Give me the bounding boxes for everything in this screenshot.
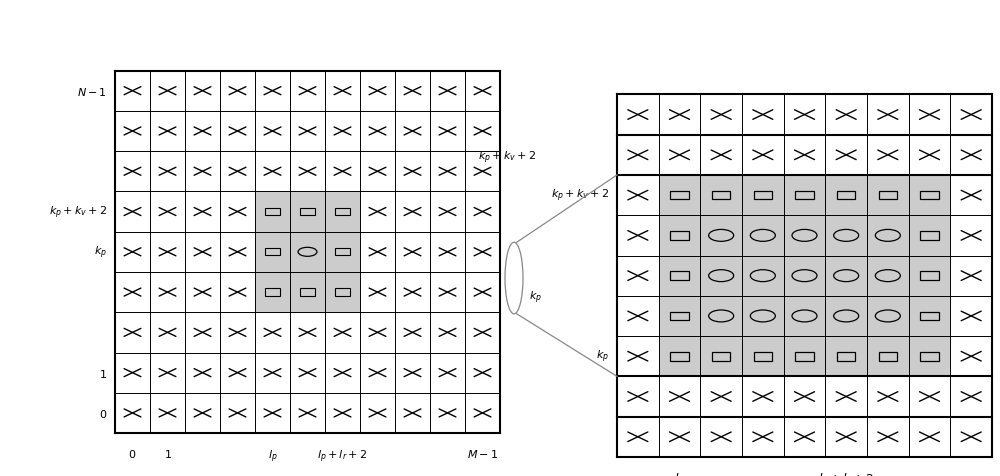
Bar: [265, 208, 280, 216]
Bar: [325, 192, 360, 232]
Bar: [795, 352, 814, 361]
Bar: [784, 216, 825, 256]
Bar: [659, 216, 700, 256]
Bar: [825, 296, 867, 337]
Bar: [300, 208, 315, 216]
Text: $0$: $0$: [99, 407, 107, 419]
Bar: [742, 216, 784, 256]
Text: $l_p$: $l_p$: [674, 471, 685, 476]
Bar: [837, 191, 855, 200]
Bar: [659, 256, 700, 296]
Bar: [335, 289, 350, 296]
Bar: [795, 191, 814, 200]
Bar: [700, 337, 742, 377]
Text: $M-1$: $M-1$: [467, 447, 498, 459]
Text: $0$: $0$: [128, 447, 137, 459]
Text: $1$: $1$: [99, 367, 107, 379]
Text: $l_p$: $l_p$: [268, 447, 277, 464]
Bar: [825, 337, 867, 377]
Bar: [909, 296, 950, 337]
Text: $k_p$: $k_p$: [596, 348, 609, 365]
Text: $l_p+l_r+2$: $l_p+l_r+2$: [818, 471, 874, 476]
Bar: [754, 191, 772, 200]
Text: $k_p+k_v+2$: $k_p+k_v+2$: [478, 150, 536, 166]
Bar: [784, 337, 825, 377]
Bar: [712, 191, 730, 200]
Bar: [920, 191, 939, 200]
Bar: [300, 289, 315, 296]
Bar: [325, 272, 360, 313]
Bar: [335, 248, 350, 256]
Text: $k_p$: $k_p$: [529, 289, 542, 306]
Bar: [335, 208, 350, 216]
Bar: [909, 176, 950, 216]
Bar: [290, 272, 325, 313]
Bar: [700, 256, 742, 296]
Bar: [837, 352, 855, 361]
Bar: [265, 289, 280, 296]
Bar: [867, 216, 909, 256]
Bar: [255, 192, 290, 232]
Bar: [920, 352, 939, 361]
Bar: [265, 248, 280, 256]
Bar: [290, 192, 325, 232]
Bar: [867, 256, 909, 296]
Bar: [712, 352, 730, 361]
Bar: [700, 216, 742, 256]
Bar: [742, 256, 784, 296]
Bar: [920, 312, 939, 321]
Bar: [825, 216, 867, 256]
Bar: [659, 337, 700, 377]
Bar: [825, 176, 867, 216]
Bar: [784, 296, 825, 337]
Bar: [659, 296, 700, 337]
Bar: [754, 352, 772, 361]
Bar: [784, 176, 825, 216]
Text: $N-1$: $N-1$: [77, 86, 107, 98]
Bar: [909, 216, 950, 256]
Bar: [742, 296, 784, 337]
Text: $k_p+k_v+2$: $k_p+k_v+2$: [49, 204, 107, 220]
Bar: [255, 272, 290, 313]
Bar: [909, 337, 950, 377]
Text: $l_p+l_r+2$: $l_p+l_r+2$: [317, 447, 368, 464]
Bar: [867, 176, 909, 216]
Bar: [867, 296, 909, 337]
Bar: [255, 232, 290, 272]
Bar: [742, 337, 784, 377]
Bar: [670, 272, 689, 280]
Bar: [290, 232, 325, 272]
Bar: [879, 352, 897, 361]
Bar: [784, 256, 825, 296]
Bar: [825, 256, 867, 296]
Bar: [867, 337, 909, 377]
Bar: [325, 232, 360, 272]
Bar: [920, 272, 939, 280]
Bar: [742, 176, 784, 216]
Bar: [700, 176, 742, 216]
Bar: [909, 256, 950, 296]
Bar: [670, 231, 689, 240]
Bar: [879, 191, 897, 200]
Bar: [670, 191, 689, 200]
Bar: [670, 352, 689, 361]
Text: $k_p$: $k_p$: [94, 244, 107, 260]
Text: $k_p+k_v+2$: $k_p+k_v+2$: [551, 188, 609, 204]
Bar: [670, 312, 689, 321]
Bar: [920, 231, 939, 240]
Bar: [659, 176, 700, 216]
Bar: [700, 296, 742, 337]
Text: $1$: $1$: [164, 447, 171, 459]
